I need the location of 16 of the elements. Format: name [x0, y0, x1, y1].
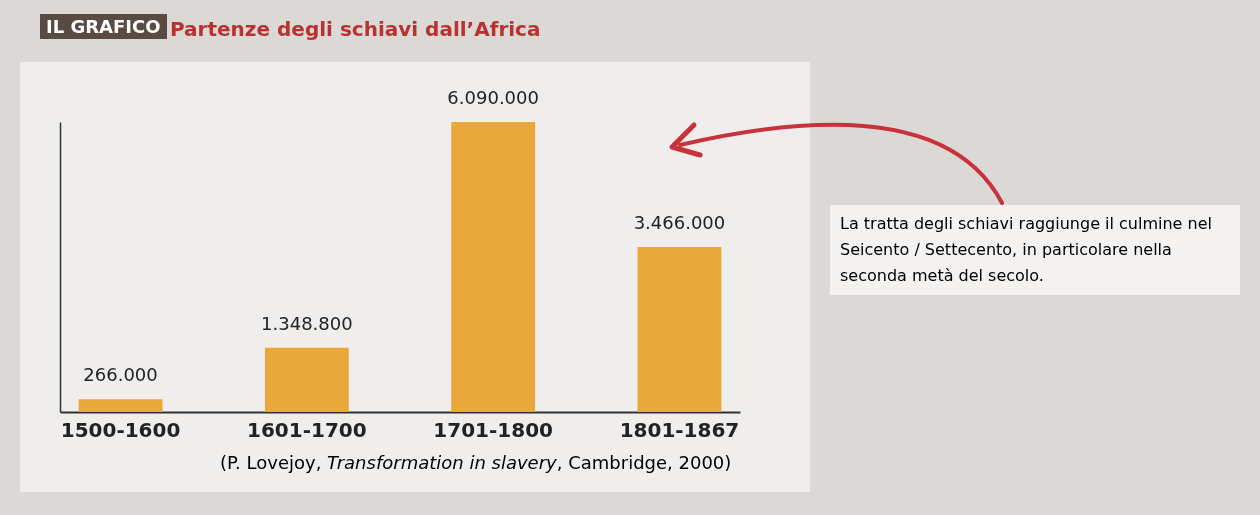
data-label: 266.000 — [83, 364, 158, 386]
x-tick-label: 1701-1800 — [433, 417, 553, 442]
text: IL GRAFICO — [40, 14, 167, 39]
text: La tratta degli schiavi raggiunge il culmine nel Seicento / Settecento, in particolare nella seconda metà del secolo. — [830, 205, 1240, 295]
bar — [264, 347, 349, 412]
bar — [451, 122, 536, 412]
x-tick-label: 1801-1867 — [619, 417, 740, 442]
data-label: 1.348.800 — [261, 312, 353, 334]
x-tick-label: 1500-1600 — [60, 417, 181, 442]
chart-title: Partenze degli schiavi dall’Africa — [170, 17, 541, 41]
data-label: 3.466.000 — [633, 211, 726, 233]
text: (P. Lovejoy, Transformation in slavery, Cambridge, 2000) — [220, 452, 732, 473]
bar — [637, 246, 722, 412]
x-tick-label: 1601-1700 — [247, 417, 367, 442]
data-label: 6.090.000 — [447, 87, 539, 108]
bar — [78, 399, 163, 412]
